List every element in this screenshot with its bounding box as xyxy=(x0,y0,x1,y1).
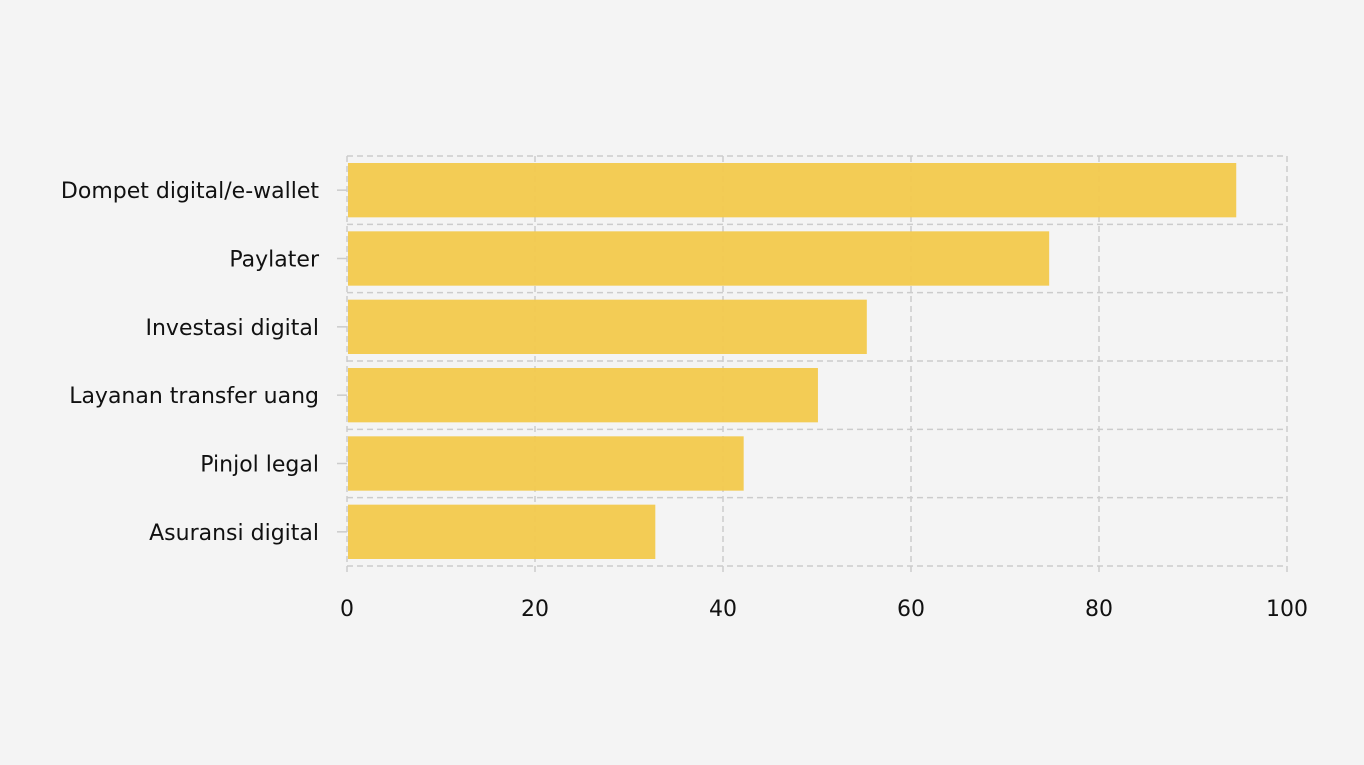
x-tick-label: 60 xyxy=(897,597,925,622)
bar xyxy=(348,504,656,559)
bar xyxy=(348,231,1050,286)
x-tick-label: 80 xyxy=(1085,597,1113,622)
bar xyxy=(348,163,1237,218)
category-label: Paylater xyxy=(229,248,320,273)
bar xyxy=(348,299,867,354)
bar-layer xyxy=(348,163,1237,559)
grid-layer xyxy=(346,155,1288,567)
category-label-layer: Dompet digital/e-wallet Paylater Investasi… xyxy=(61,179,347,546)
category-label: Layanan transfer uang xyxy=(69,384,319,409)
category-label: Investasi digital xyxy=(146,316,320,341)
x-tick-label: 0 xyxy=(340,597,354,622)
x-tick-label: 20 xyxy=(521,597,549,622)
bar xyxy=(348,368,818,423)
x-tick-label: 100 xyxy=(1266,597,1308,622)
x-tick-label: 40 xyxy=(709,597,737,622)
category-label: Pinjol legal xyxy=(200,453,319,478)
x-tick-layer: 0 20 40 60 80 100 xyxy=(340,566,1308,622)
category-label: Dompet digital/e-wallet xyxy=(61,179,319,204)
bar xyxy=(348,436,744,491)
category-label: Asuransi digital xyxy=(149,521,319,546)
